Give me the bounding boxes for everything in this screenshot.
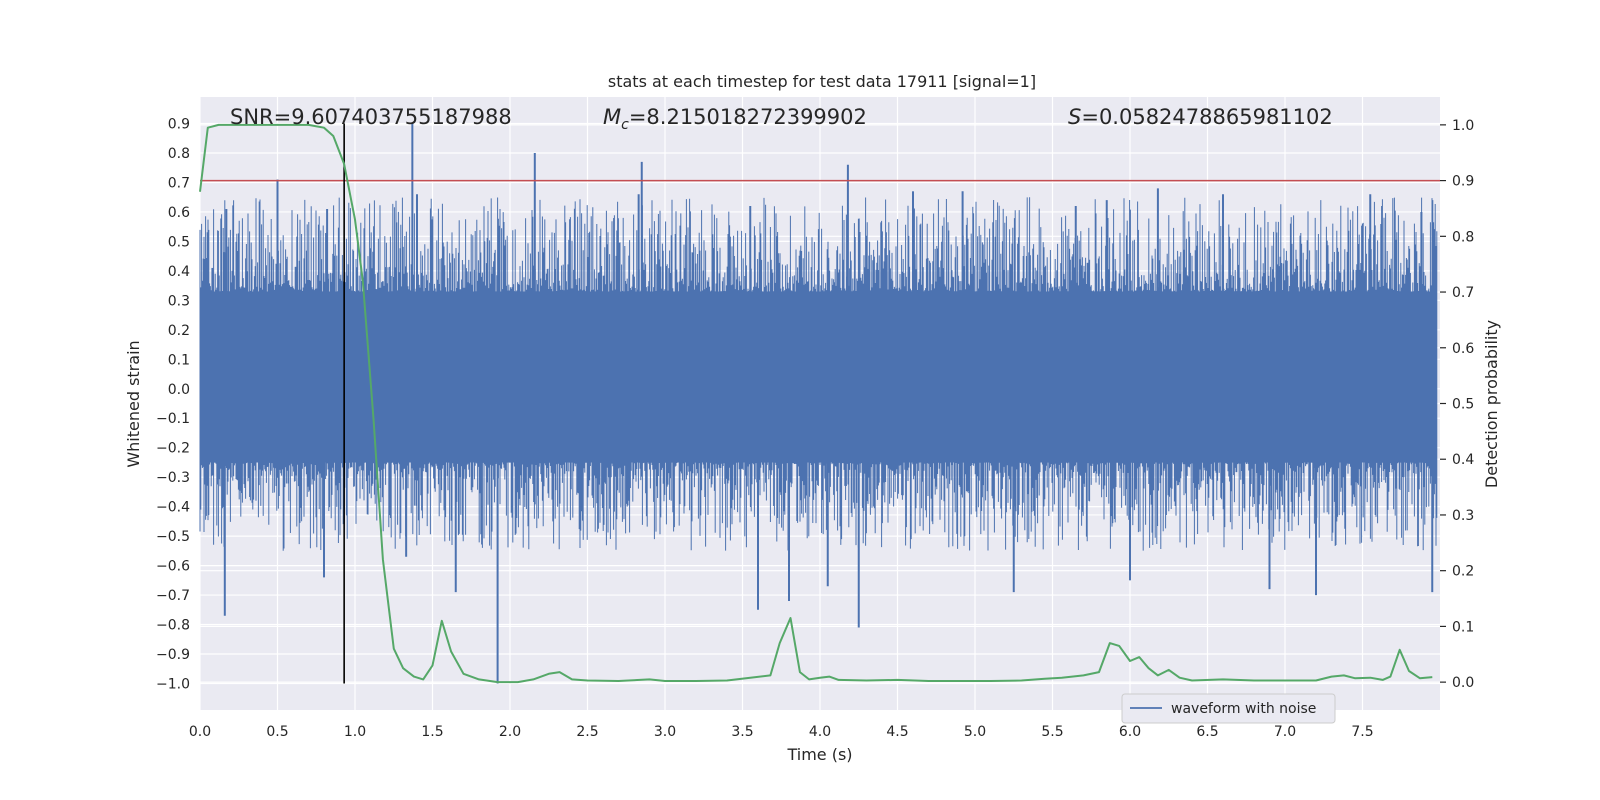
x-tick-label-6: 3.0 (654, 724, 676, 740)
x-axis-ticks: 0.0 0.5 1.0 1.5 2.0 2.5 3.0 3.5 4.0 4.5 5.0 5.5 6.0 6… (189, 724, 1374, 740)
x-tick-label-11: 5.5 (1041, 724, 1063, 740)
y-left-tick-label-8: −0.2 (156, 441, 190, 457)
y-right-tick-label-0: 0.0 (1452, 675, 1474, 691)
y-right-tick-label-7: 0.7 (1452, 285, 1474, 301)
x-tick-label-0: 0.0 (189, 724, 211, 740)
y-right-tick-label-9: 0.9 (1452, 174, 1474, 190)
x-tick-label-12: 6.0 (1119, 724, 1141, 740)
y-left-tick-label-17: 0.7 (168, 175, 190, 191)
y-left-tick-label-14: 0.4 (168, 264, 190, 280)
annotation-chirp-mass: Mc=8.215018272399902 (603, 105, 867, 133)
y-right-axis-title: Detection probability (1482, 320, 1501, 488)
annotation-chirp-mass-value: =8.215018272399902 (629, 105, 867, 129)
x-tick-label-13: 6.5 (1196, 724, 1218, 740)
y-left-tick-label-3: −0.7 (156, 588, 190, 604)
y-left-tick-label-2: −0.8 (156, 618, 190, 634)
y-left-tick-label-13: 0.3 (168, 293, 190, 309)
x-tick-label-3: 1.5 (421, 724, 443, 740)
x-tick-label-1: 0.5 (266, 724, 288, 740)
annotation-snr: SNR=9.607403755187988 (230, 105, 512, 129)
y-left-tick-label-0: −1.0 (156, 676, 190, 692)
y-left-axis-title: Whitened strain (124, 340, 143, 467)
y-left-tick-label-12: 0.2 (168, 323, 190, 339)
y-left-tick-label-11: 0.1 (168, 352, 190, 368)
y-right-tick-label-2: 0.2 (1452, 564, 1474, 580)
detection-probability-series (199, 123, 1433, 684)
annotation-s-value: S=0.0582478865981102 (1068, 105, 1333, 129)
x-tick-label-10: 5.0 (964, 724, 986, 740)
y-left-tick-label-4: −0.6 (156, 559, 190, 575)
legend-box (1121, 693, 1336, 724)
y-left-tick-label-15: 0.5 (168, 234, 190, 250)
y-right-tick-label-10: 1.0 (1452, 118, 1474, 134)
y-left-tick-label-5: −0.5 (156, 529, 190, 545)
y-left-tick-label-6: −0.4 (156, 500, 190, 516)
chart-title: stats at each timestep for test data 179… (608, 72, 1036, 91)
annotation-s-symbol: S (1068, 105, 1081, 129)
y-left-tick-label-1: −0.9 (156, 647, 190, 663)
annotation-s-number: =0.0582478865981102 (1081, 105, 1332, 129)
y-right-tick-label-1: 0.1 (1452, 619, 1474, 635)
y-right-tick-label-4: 0.4 (1452, 452, 1474, 468)
y-right-tick-label-3: 0.3 (1452, 508, 1474, 524)
y-left-tick-label-10: 0.0 (168, 382, 190, 398)
x-axis-title: Time (s) (786, 745, 852, 764)
y-right-tick-label-5: 0.5 (1452, 397, 1474, 413)
waveform-series (199, 123, 1438, 684)
x-tick-label-15: 7.5 (1351, 724, 1373, 740)
y-right-tick-label-6: 0.6 (1452, 341, 1474, 357)
x-tick-label-5: 2.5 (576, 724, 598, 740)
detection-probability-line (199, 123, 1433, 684)
x-tick-label-8: 4.0 (809, 724, 831, 740)
legend: waveform with noise (1121, 693, 1336, 724)
x-tick-label-4: 2.0 (499, 724, 521, 740)
x-tick-label-9: 4.5 (886, 724, 908, 740)
y-left-tick-label-18: 0.8 (168, 146, 190, 162)
y-left-tick-label-9: −0.1 (156, 411, 190, 427)
x-tick-label-7: 3.5 (731, 724, 753, 740)
x-tick-label-14: 7.0 (1274, 724, 1296, 740)
y-right-tick-label-8: 0.8 (1452, 229, 1474, 245)
y-right-axis-ticks: 0.0 0.1 0.2 0.3 0.4 0.5 0.6 0.7 0.8 0.9 1.0 (1440, 118, 1474, 691)
y-left-tick-label-16: 0.6 (168, 205, 190, 221)
y-left-axis-ticks: −1.0 −0.9 −0.8 −0.7 −0.6 −0.5 −0.4 −0.3 −0.2 −0.1… (156, 117, 190, 693)
y-left-tick-label-19: 0.9 (168, 117, 190, 133)
x-tick-label-2: 1.0 (344, 724, 366, 740)
annotation-chirp-mass-symbol: M (603, 105, 621, 129)
waveform-noise (199, 197, 1438, 551)
legend-label: waveform with noise (1171, 701, 1316, 717)
y-left-tick-label-7: −0.3 (156, 470, 190, 486)
annotation-chirp-mass-subscript: c (621, 117, 629, 133)
